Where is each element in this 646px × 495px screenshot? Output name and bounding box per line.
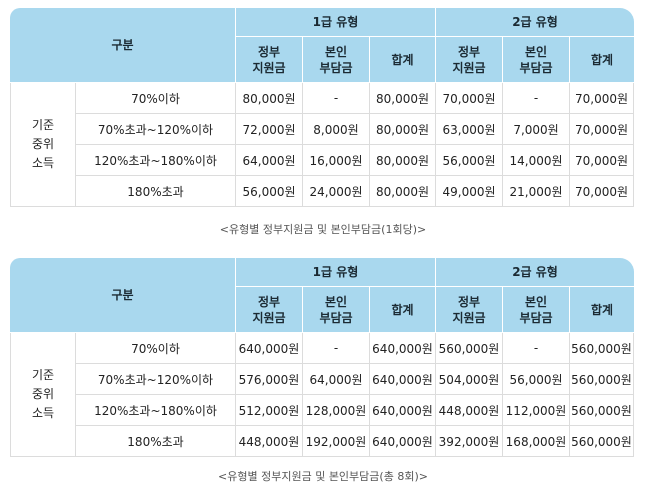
header-t1-total: 합계: [370, 37, 437, 83]
table-row: 기준 중위 소득 70%이하 80,000원 - 80,000원 70,000원 -…: [10, 83, 635, 207]
header-category: 구분: [10, 8, 236, 83]
table-row: 기준 중위 소득 70%이하 640,000원 - 640,000원 560,000…: [10, 333, 635, 457]
row-label: 180%초과: [76, 176, 236, 207]
cell-t1-total: 640,000원: [370, 426, 437, 457]
cell-t2-gov: 392,000원: [436, 426, 504, 457]
table-row: 120%초과~180%이하 64,000원 16,000원 80,000원 56…: [10, 145, 635, 176]
cell-t2-gov: 504,000원: [436, 364, 504, 395]
cell-t2-total: 560,000원: [570, 333, 635, 364]
fee-table: 구분 1급 유형 2급 유형 정부 지원금 본인 부담금 합계 정부 지원금 본인 부담…: [10, 258, 635, 457]
cell-t1-total: 640,000원: [370, 364, 437, 395]
cell-t1-gov: 448,000원: [236, 426, 303, 457]
cell-t1-total: 640,000원: [370, 395, 437, 426]
cell-t2-gov: 560,000원: [436, 333, 504, 364]
row-label: 70%초과~120%이하: [76, 364, 236, 395]
cell-t2-self: 112,000원: [503, 395, 571, 426]
header-t1-gov: 정부 지원금: [236, 287, 303, 333]
cell-t1-total: 80,000원: [370, 176, 437, 207]
row-label: 70%초과~120%이하: [76, 114, 236, 145]
cell-t2-total: 560,000원: [570, 395, 635, 426]
cell-t1-gov: 576,000원: [236, 364, 303, 395]
cell-t1-self: 24,000원: [303, 176, 370, 207]
cell-t2-self: -: [503, 83, 571, 114]
cell-t2-total: 70,000원: [570, 176, 635, 207]
table-caption: <유형별 정부지원금 및 본인부담금(총 8회)>: [218, 470, 428, 483]
cell-t1-total: 80,000원: [370, 145, 437, 176]
cell-t1-gov: 64,000원: [236, 145, 303, 176]
cell-t2-self: 56,000원: [503, 364, 571, 395]
cell-t1-total: 80,000원: [370, 83, 437, 114]
fee-table-per-visit: 구분 1급 유형 2급 유형 정부 지원금 본인 부담금 합계 정부 지원금 본인 부담…: [10, 8, 635, 207]
cell-t1-self: -: [303, 333, 370, 364]
table-row: 70%초과~120%이하 72,000원 8,000원 80,000원 63,0…: [10, 114, 635, 145]
cell-t2-gov: 70,000원: [436, 83, 504, 114]
header-category: 구분: [10, 258, 236, 333]
header-t1-self: 본인 부담금: [303, 37, 370, 83]
cell-t1-total: 80,000원: [370, 114, 437, 145]
cell-t2-gov: 63,000원: [436, 114, 504, 145]
header-t2-total: 합계: [570, 37, 635, 83]
cell-t2-self: -: [503, 333, 571, 364]
cell-t2-self: 168,000원: [503, 426, 571, 457]
cell-t1-gov: 72,000원: [236, 114, 303, 145]
header-type2: 2급 유형: [436, 8, 635, 37]
cell-t2-total: 70,000원: [570, 114, 635, 145]
cell-t1-self: 128,000원: [303, 395, 370, 426]
cell-t1-self: 8,000원: [303, 114, 370, 145]
cell-t1-self: 64,000원: [303, 364, 370, 395]
cell-t2-total: 560,000원: [570, 426, 635, 457]
table-row: 120%초과~180%이하 512,000원 128,000원 640,000원…: [10, 395, 635, 426]
cell-t2-total: 70,000원: [570, 145, 635, 176]
fee-table-total-8: 구분 1급 유형 2급 유형 정부 지원금 본인 부담금 합계 정부 지원금 본인 부담…: [10, 258, 635, 457]
cell-t2-self: 14,000원: [503, 145, 571, 176]
row-label: 180%초과: [76, 426, 236, 457]
header-t2-total: 합계: [570, 287, 635, 333]
cell-t1-self: 16,000원: [303, 145, 370, 176]
header-t1-total: 합계: [370, 287, 437, 333]
cell-t1-gov: 56,000원: [236, 176, 303, 207]
cell-t2-self: 21,000원: [503, 176, 571, 207]
table-caption: <유형별 정부지원금 및 본인부담금(1회당)>: [219, 223, 427, 236]
header-type1: 1급 유형: [236, 8, 437, 37]
header-t2-gov: 정부 지원금: [436, 37, 504, 83]
cell-t1-self: 192,000원: [303, 426, 370, 457]
cell-t1-self: -: [303, 83, 370, 114]
header-t1-gov: 정부 지원금: [236, 37, 303, 83]
cell-t2-gov: 49,000원: [436, 176, 504, 207]
group-label: 기준 중위 소득: [10, 333, 76, 457]
header-type1: 1급 유형: [236, 258, 437, 287]
cell-t1-gov: 80,000원: [236, 83, 303, 114]
row-label: 70%이하: [76, 83, 236, 114]
cell-t2-gov: 56,000원: [436, 145, 504, 176]
header-t2-self: 본인 부담금: [503, 287, 571, 333]
header-type2: 2급 유형: [436, 258, 635, 287]
cell-t2-gov: 448,000원: [436, 395, 504, 426]
cell-t1-gov: 640,000원: [236, 333, 303, 364]
fee-table: 구분 1급 유형 2급 유형 정부 지원금 본인 부담금 합계 정부 지원금 본인 부담…: [10, 8, 635, 207]
table-row: 180%초과 448,000원 192,000원 640,000원 392,00…: [10, 426, 635, 457]
table-row: 70%초과~120%이하 576,000원 64,000원 640,000원 5…: [10, 364, 635, 395]
header-t1-self: 본인 부담금: [303, 287, 370, 333]
group-label: 기준 중위 소득: [10, 83, 76, 207]
cell-t2-total: 70,000원: [570, 83, 635, 114]
row-label: 70%이하: [76, 333, 236, 364]
cell-t1-total: 640,000원: [370, 333, 437, 364]
cell-t1-gov: 512,000원: [236, 395, 303, 426]
row-label: 120%초과~180%이하: [76, 395, 236, 426]
cell-t2-total: 560,000원: [570, 364, 635, 395]
cell-t2-self: 7,000원: [503, 114, 571, 145]
header-t2-self: 본인 부담금: [503, 37, 571, 83]
row-label: 120%초과~180%이하: [76, 145, 236, 176]
header-t2-gov: 정부 지원금: [436, 287, 504, 333]
table-row: 180%초과 56,000원 24,000원 80,000원 49,000원 2…: [10, 176, 635, 207]
